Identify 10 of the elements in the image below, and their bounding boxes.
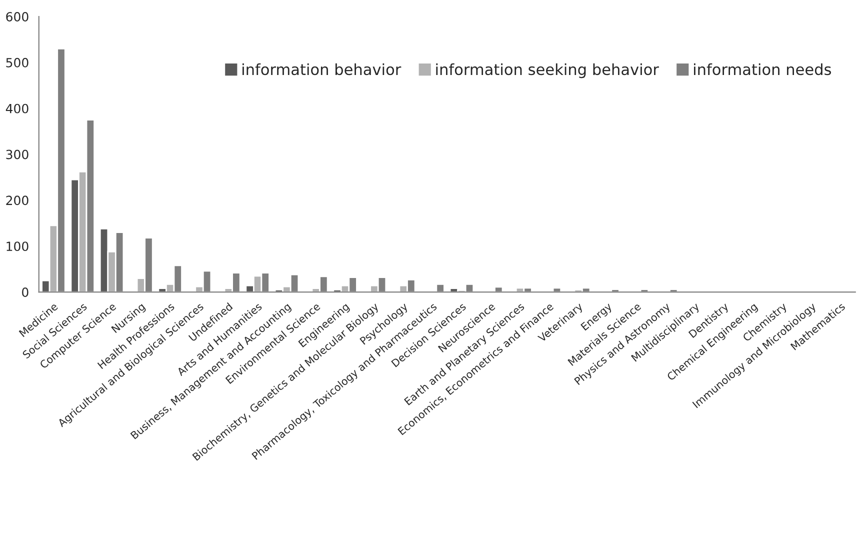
y-tick-label: 0: [22, 288, 28, 297]
y-tick-label: 600: [6, 12, 28, 22]
y-tick-label: 400: [6, 104, 28, 114]
y-tick-label: 200: [6, 196, 28, 206]
y-tick-label: 500: [6, 58, 28, 68]
y-tick-label: 300: [6, 150, 28, 160]
y-tick-label: 100: [6, 242, 28, 252]
legend-label: information needs: [694, 63, 831, 76]
legend-label: information seeking behavior: [436, 63, 659, 78]
legend-label: information behavior: [242, 63, 402, 76]
